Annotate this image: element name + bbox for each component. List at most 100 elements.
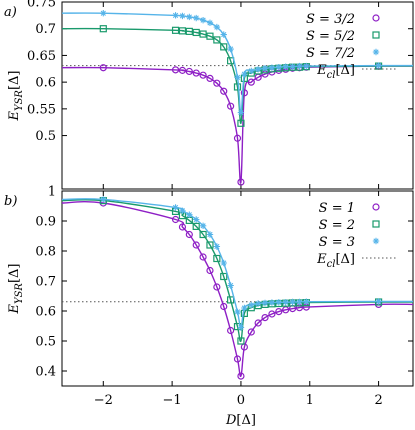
plot-frame	[61, 1, 414, 190]
series-line-1	[62, 199, 413, 343]
data-point-square	[206, 241, 214, 249]
data-point-star	[248, 67, 255, 75]
data-point-circle	[213, 79, 221, 87]
data-point-star	[261, 65, 269, 72]
data-point-circle	[275, 308, 283, 316]
data-point-star	[193, 14, 200, 22]
data-point-circle	[185, 67, 193, 76]
data-point-square	[213, 36, 221, 44]
series-group	[62, 10, 413, 186]
y-tick-label: 0.7	[35, 275, 56, 290]
legend-marker-star	[372, 48, 380, 56]
data-point-circle	[237, 372, 245, 380]
data-point-star	[248, 301, 255, 309]
data-point-circle	[237, 178, 245, 186]
x-axis-label: D[Δ]	[225, 413, 256, 428]
data-point-circle	[220, 302, 228, 311]
data-point-circle	[247, 328, 255, 336]
data-point-star	[220, 259, 227, 267]
data-point-square	[192, 28, 200, 37]
data-point-star	[375, 62, 382, 69]
x-tick-label: 2	[374, 393, 382, 408]
data-point-star	[220, 31, 227, 38]
data-point-star	[296, 298, 303, 306]
legend-label-ecl: Ecl[Δ]	[316, 252, 355, 270]
data-point-star	[100, 196, 107, 203]
data-point-star	[179, 207, 186, 214]
data-point-square	[233, 83, 242, 91]
data-point-circle	[178, 223, 187, 231]
data-point-circle	[171, 215, 180, 224]
data-point-star	[186, 211, 193, 218]
data-point-star	[206, 231, 214, 238]
data-point-circle	[178, 66, 187, 74]
data-point-square	[206, 32, 214, 40]
series-group	[62, 196, 413, 380]
data-point-circle	[206, 266, 214, 275]
data-point-star	[199, 16, 207, 24]
data-point-circle	[192, 241, 200, 249]
data-point-star	[234, 74, 241, 81]
data-point-star	[275, 63, 282, 71]
legend-marker-circle	[372, 203, 380, 211]
data-point-star	[275, 299, 282, 306]
legend-marker-circle	[372, 14, 380, 22]
data-point-star	[193, 216, 200, 223]
legend: S = 1 S = 2 S = 3 Ecl[Δ]	[316, 201, 398, 270]
y-tick-label: 1	[48, 185, 56, 200]
legend-label: S = 2	[319, 218, 355, 233]
data-point-star	[241, 70, 248, 78]
data-point-star	[282, 299, 289, 306]
series-line-2	[62, 198, 413, 329]
data-point-star	[296, 62, 303, 70]
data-point-star	[186, 13, 193, 21]
data-point-circle	[227, 326, 235, 335]
series-line-2	[62, 12, 413, 114]
y-tick-label: 0.4	[35, 365, 56, 380]
y-tick-label: 0.6	[35, 76, 56, 91]
legend-label: S = 7/2	[306, 46, 355, 61]
data-point-circle	[227, 102, 235, 110]
data-point-circle	[213, 283, 221, 291]
data-point-star	[179, 12, 186, 20]
panel-label: a)	[4, 5, 17, 20]
data-point-star	[254, 66, 262, 73]
legend-label: S = 1	[319, 201, 355, 216]
data-point-star	[289, 298, 296, 306]
data-point-star	[234, 308, 241, 316]
legend-marker-square	[372, 31, 380, 39]
data-point-star	[375, 298, 382, 305]
plot-frame	[61, 190, 414, 387]
data-point-star	[227, 282, 234, 289]
x-tick-label: 0	[237, 393, 245, 408]
series-line-0	[62, 200, 413, 378]
data-point-star	[172, 12, 179, 19]
data-point-circle	[233, 355, 242, 363]
data-point-star	[254, 300, 262, 307]
data-point-circle	[261, 314, 269, 322]
data-point-star	[199, 222, 207, 229]
data-point-circle	[199, 71, 207, 79]
data-point-star	[303, 298, 310, 305]
data-point-star	[282, 63, 289, 70]
x-tick-label: 1	[306, 393, 314, 408]
data-point-square	[220, 272, 228, 281]
data-point-star	[100, 10, 107, 17]
data-point-square	[213, 254, 221, 263]
data-point-square	[237, 119, 245, 127]
data-point-circle	[199, 253, 207, 261]
legend: S = 3/2 S = 5/2 S = 7/2 Ecl[Δ]	[306, 12, 398, 81]
data-point-circle	[185, 230, 193, 239]
data-point-square	[199, 30, 207, 38]
data-point-circle	[268, 310, 276, 318]
data-point-star	[268, 299, 276, 306]
data-point-square	[185, 27, 193, 35]
legend-marker-square	[372, 220, 380, 228]
data-point-star	[303, 62, 310, 70]
data-point-square	[171, 26, 180, 34]
y-tick-label: 0.75	[27, 0, 56, 11]
y-tick-label: 0.7	[35, 22, 56, 37]
data-point-circle	[233, 134, 242, 142]
y-tick-label: 0.65	[27, 49, 56, 64]
